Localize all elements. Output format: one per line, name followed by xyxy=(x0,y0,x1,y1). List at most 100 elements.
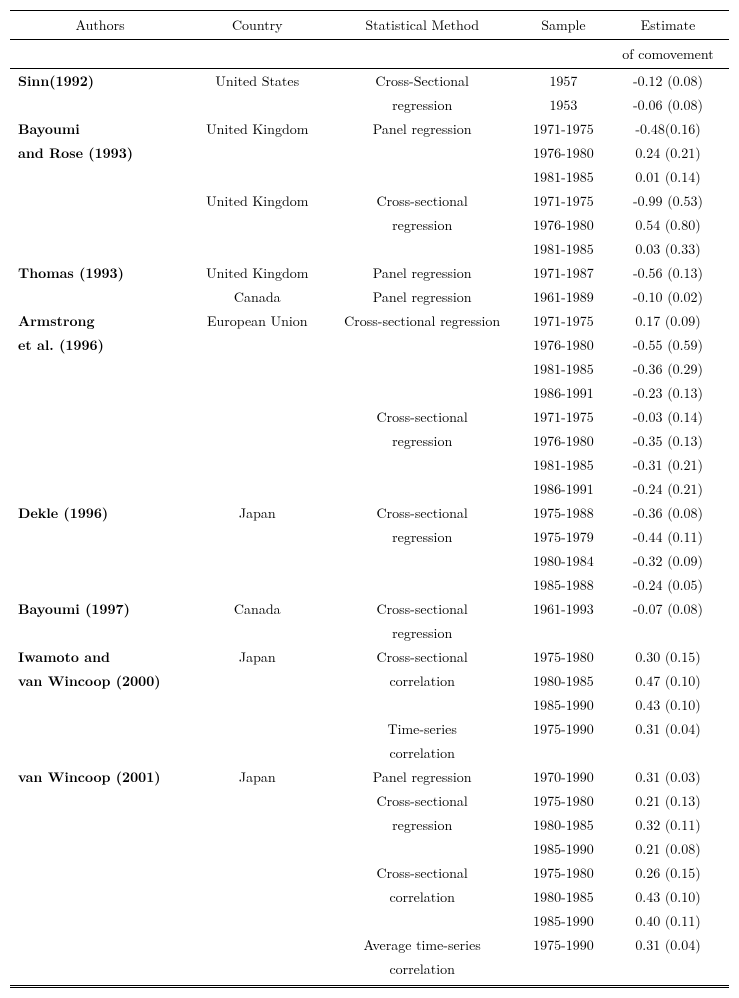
table-row: ArmstrongEuropean UnionCross-sectional r… xyxy=(10,309,729,333)
cell-estimate: -0.31 (0.21) xyxy=(607,453,729,477)
cell-sample: 1971-1987 xyxy=(520,261,607,285)
cell-country xyxy=(190,405,324,429)
cell-method: regression xyxy=(324,525,519,549)
cell-country xyxy=(190,885,324,909)
cell-country xyxy=(190,861,324,885)
cell-sample: 1975-1988 xyxy=(520,501,607,525)
cell-sample: 1971-1975 xyxy=(520,405,607,429)
cell-estimate: 0.40 (0.11) xyxy=(607,909,729,933)
cell-method xyxy=(324,477,519,501)
cell-sample: 1975-1980 xyxy=(520,789,607,813)
table-row: CanadaPanel regression1961-1989-0.10 (0.… xyxy=(10,285,729,309)
cell-country xyxy=(190,957,324,987)
table-row: 1980-1984-0.32 (0.09) xyxy=(10,549,729,573)
table-row: 1981-1985-0.36 (0.29) xyxy=(10,357,729,381)
cell-sample: 1976-1980 xyxy=(520,333,607,357)
cell-authors: Bayoumi (1997) xyxy=(10,597,190,621)
cell-method xyxy=(324,141,519,165)
table-row: Cross-sectional1975-19800.26 (0.15) xyxy=(10,861,729,885)
cell-authors xyxy=(10,381,190,405)
cell-method xyxy=(324,909,519,933)
cell-sample: 1961-1989 xyxy=(520,285,607,309)
cell-method xyxy=(324,837,519,861)
cell-sample xyxy=(520,741,607,765)
cell-method xyxy=(324,693,519,717)
cell-estimate: 0.43 (0.10) xyxy=(607,885,729,909)
cell-authors: et al. (1996) xyxy=(10,333,190,357)
cell-country xyxy=(190,621,324,645)
cell-method: Cross-sectional xyxy=(324,501,519,525)
cell-estimate: 0.31 (0.04) xyxy=(607,933,729,957)
cell-authors xyxy=(10,357,190,381)
table-row: regression1976-19800.54 (0.80) xyxy=(10,213,729,237)
cell-estimate: 0.43 (0.10) xyxy=(607,693,729,717)
cell-sample xyxy=(520,621,607,645)
cell-authors: Sinn(1992) xyxy=(10,69,190,94)
cell-country: Canada xyxy=(190,285,324,309)
cell-estimate: 0.26 (0.15) xyxy=(607,861,729,885)
cell-method: Cross-sectional regression xyxy=(324,309,519,333)
cell-method: Panel regression xyxy=(324,117,519,141)
cell-country xyxy=(190,357,324,381)
cell-country: Japan xyxy=(190,765,324,789)
cell-estimate: -0.07 (0.08) xyxy=(607,597,729,621)
header-sample: Sample xyxy=(520,11,607,40)
table-row: 1985-19900.21 (0.08) xyxy=(10,837,729,861)
study-table: Authors Country Statistical Method Sampl… xyxy=(10,10,729,988)
cell-method: Panel regression xyxy=(324,261,519,285)
cell-method: Cross-sectional xyxy=(324,597,519,621)
cell-estimate: -0.23 (0.13) xyxy=(607,381,729,405)
cell-country xyxy=(190,909,324,933)
table-row: regression1953-0.06 (0.08) xyxy=(10,93,729,117)
cell-authors xyxy=(10,573,190,597)
cell-sample: 1975-1990 xyxy=(520,717,607,741)
cell-sample: 1953 xyxy=(520,93,607,117)
cell-estimate: -0.55 (0.59) xyxy=(607,333,729,357)
cell-sample: 1980-1984 xyxy=(520,549,607,573)
cell-sample xyxy=(520,957,607,987)
cell-authors xyxy=(10,189,190,213)
cell-authors xyxy=(10,405,190,429)
cell-method xyxy=(324,549,519,573)
cell-country xyxy=(190,933,324,957)
cell-authors xyxy=(10,621,190,645)
table-row: van Wincoop (2000)correlation1980-19850.… xyxy=(10,669,729,693)
table-row: 1985-19900.40 (0.11) xyxy=(10,909,729,933)
cell-country xyxy=(190,381,324,405)
cell-country xyxy=(190,717,324,741)
table-row: Iwamoto andJapanCross-sectional1975-1980… xyxy=(10,645,729,669)
cell-authors: Iwamoto and xyxy=(10,645,190,669)
cell-method: Time-series xyxy=(324,717,519,741)
cell-method xyxy=(324,165,519,189)
cell-method xyxy=(324,237,519,261)
cell-estimate: -0.10 (0.02) xyxy=(607,285,729,309)
table-row: Bayoumi (1997)CanadaCross-sectional1961-… xyxy=(10,597,729,621)
cell-method: correlation xyxy=(324,957,519,987)
table-row: van Wincoop (2001)JapanPanel regression1… xyxy=(10,765,729,789)
table-row: 1985-19900.43 (0.10) xyxy=(10,693,729,717)
cell-sample: 1975-1980 xyxy=(520,645,607,669)
cell-country: Japan xyxy=(190,501,324,525)
cell-method xyxy=(324,453,519,477)
cell-method: Cross-sectional xyxy=(324,861,519,885)
cell-method: Cross-sectional xyxy=(324,645,519,669)
table-row: BayoumiUnited KingdomPanel regression197… xyxy=(10,117,729,141)
cell-authors xyxy=(10,861,190,885)
header-country: Country xyxy=(190,11,324,40)
cell-method: Cross-sectional xyxy=(324,189,519,213)
cell-authors xyxy=(10,717,190,741)
cell-sample: 1976-1980 xyxy=(520,141,607,165)
cell-estimate xyxy=(607,741,729,765)
cell-sample: 1985-1988 xyxy=(520,573,607,597)
cell-method xyxy=(324,573,519,597)
cell-authors: Armstrong xyxy=(10,309,190,333)
cell-sample: 1976-1980 xyxy=(520,429,607,453)
table-row: Cross-sectional1975-19800.21 (0.13) xyxy=(10,789,729,813)
cell-method: correlation xyxy=(324,669,519,693)
cell-estimate: -0.32 (0.09) xyxy=(607,549,729,573)
cell-authors xyxy=(10,429,190,453)
cell-country xyxy=(190,93,324,117)
cell-country xyxy=(190,213,324,237)
table-row: Sinn(1992)United StatesCross-Sectional19… xyxy=(10,69,729,94)
cell-authors xyxy=(10,477,190,501)
